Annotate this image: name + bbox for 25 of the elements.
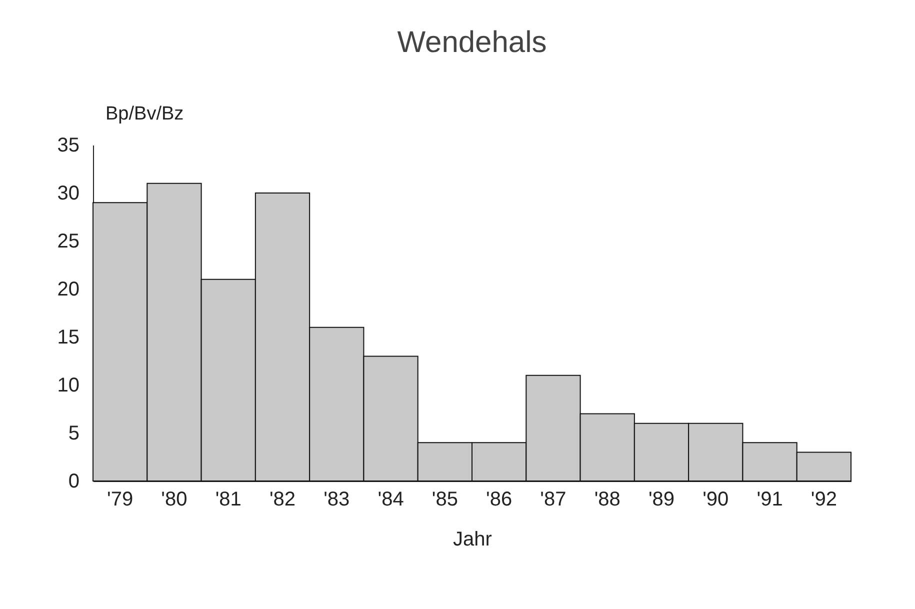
y-tick-label: 25: [57, 230, 80, 252]
x-tick-label: '82: [269, 488, 296, 510]
x-tick-label: '85: [432, 488, 458, 510]
x-tick-label: '92: [810, 488, 837, 510]
x-tick-label: '80: [161, 488, 188, 510]
y-tick-label: 0: [68, 470, 80, 492]
x-tick-label: '91: [756, 488, 783, 510]
x-tick-label: '90: [702, 488, 729, 510]
chart-title: Wendehals: [397, 26, 547, 59]
x-axis-title: Jahr: [453, 528, 492, 550]
x-tick-label: '87: [540, 488, 566, 510]
y-tick-label: 10: [57, 374, 80, 396]
y-tick-label: 15: [57, 326, 80, 348]
x-tick-label: '89: [648, 488, 675, 510]
y-tick-label: 20: [57, 278, 80, 300]
y-tick-label: 5: [68, 422, 80, 444]
y-axis-title: Bp/Bv/Bz: [106, 104, 184, 124]
y-tick-label: 35: [57, 134, 80, 156]
x-tick-label: '88: [594, 488, 620, 510]
x-tick-label: '83: [324, 488, 350, 510]
y-tick-label: 30: [57, 182, 80, 204]
x-tick-label: '86: [486, 488, 512, 510]
x-tick-label: '84: [378, 488, 404, 510]
x-tick-label: '81: [215, 488, 242, 510]
x-tick-label: '79: [107, 488, 134, 510]
